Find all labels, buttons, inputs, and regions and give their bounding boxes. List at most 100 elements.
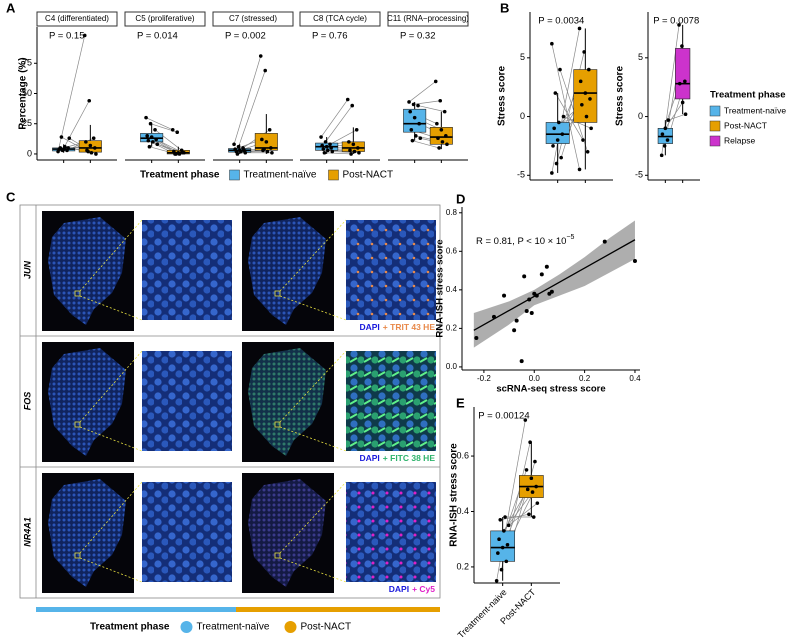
- probe: + TRIT 43 HE: [383, 322, 436, 332]
- y-axis-label: Percentage (%): [18, 57, 29, 129]
- pair-line: [668, 113, 686, 121]
- point: [357, 150, 361, 155]
- pair-line: [551, 43, 580, 170]
- point: [581, 138, 585, 142]
- pair-line: [508, 502, 538, 526]
- point: [153, 127, 157, 132]
- box: [675, 48, 691, 100]
- point: [147, 144, 152, 149]
- point: [585, 150, 590, 154]
- point: [351, 142, 356, 147]
- phase-bar: [236, 607, 440, 612]
- probe: + Cy5: [412, 584, 435, 594]
- point: [527, 512, 531, 517]
- point: [88, 143, 93, 148]
- point: [683, 112, 688, 117]
- tissue: [48, 217, 126, 325]
- facet-title: C4 (differentiated): [45, 14, 109, 23]
- y-tick-label: 5: [638, 52, 643, 62]
- point: [550, 171, 554, 175]
- point: [155, 142, 160, 147]
- point: [500, 545, 505, 550]
- point: [150, 140, 155, 144]
- point: [89, 150, 94, 155]
- tissue: [248, 217, 326, 325]
- point: [444, 134, 448, 138]
- point: [502, 293, 507, 298]
- pair-line: [417, 105, 445, 112]
- y-tick-label: 50: [22, 88, 32, 98]
- y-axis-label: Stress score: [497, 66, 508, 126]
- phase-bar: [36, 607, 236, 612]
- point: [549, 289, 554, 294]
- legend-swatch: [709, 105, 721, 117]
- zoom-guide: [279, 219, 347, 292]
- gene-label: FOS: [22, 392, 32, 411]
- p-value: P = 0.76: [312, 31, 347, 42]
- x-tick-label: 0.2: [579, 374, 591, 383]
- point: [84, 140, 88, 144]
- point: [413, 134, 418, 138]
- point: [260, 137, 264, 142]
- point: [529, 476, 534, 481]
- y-tick-label: -5: [517, 170, 525, 180]
- point: [553, 91, 558, 95]
- y-tick-label: 0.6: [456, 450, 469, 460]
- point: [584, 114, 589, 119]
- legend-label: Treatment-naïve: [724, 105, 786, 115]
- legend-swatch: [709, 135, 721, 147]
- point: [580, 103, 584, 107]
- point: [527, 297, 532, 302]
- point: [503, 515, 507, 519]
- point: [348, 148, 352, 153]
- point: [416, 103, 420, 108]
- point: [558, 67, 562, 72]
- pair-line: [320, 99, 349, 138]
- point: [524, 468, 529, 472]
- x-tick-label: 0.0: [529, 374, 541, 383]
- panel-label: A: [6, 0, 16, 15]
- point: [262, 147, 266, 151]
- point: [440, 140, 445, 144]
- gene-label: JUN: [22, 261, 32, 280]
- strip: [212, 11, 294, 27]
- legend-label: Treatment-naïve: [196, 622, 269, 633]
- annotation-main: R = 0.81, P < 10 × 10: [476, 236, 566, 247]
- point: [258, 54, 263, 58]
- legend-title: Treatment phase: [140, 170, 220, 181]
- facet-title: C8 (TCA cycle): [313, 14, 367, 23]
- point: [535, 501, 540, 505]
- point: [82, 33, 87, 38]
- point: [589, 126, 593, 131]
- roi: [74, 421, 81, 428]
- y-tick-label: 75: [22, 58, 32, 68]
- point: [551, 144, 555, 148]
- point: [59, 135, 64, 139]
- point: [94, 152, 98, 156]
- p-value: P = 0.15: [49, 31, 84, 42]
- y-tick-label: 0.8: [446, 208, 458, 217]
- point: [347, 140, 351, 144]
- x-axis-label: scRNA-seq stress score: [496, 384, 605, 395]
- point: [665, 138, 670, 142]
- point: [145, 134, 149, 138]
- point: [175, 130, 180, 134]
- point: [409, 127, 414, 132]
- legend-label: Post-NACT: [300, 622, 351, 633]
- y-tick-label: 0: [27, 148, 32, 158]
- point: [552, 126, 556, 131]
- p-value: P = 0.002: [225, 31, 266, 42]
- point: [512, 328, 517, 333]
- point: [555, 138, 560, 142]
- point: [436, 136, 440, 141]
- pair-line: [551, 28, 580, 174]
- legend-label: Relapse: [724, 135, 755, 145]
- probe: + FITC 38 HE: [383, 453, 436, 463]
- point: [683, 79, 687, 84]
- zoom-guide: [279, 350, 347, 423]
- point: [325, 148, 330, 153]
- point: [411, 102, 416, 107]
- point: [67, 136, 72, 141]
- point: [174, 152, 178, 156]
- box: [403, 108, 427, 133]
